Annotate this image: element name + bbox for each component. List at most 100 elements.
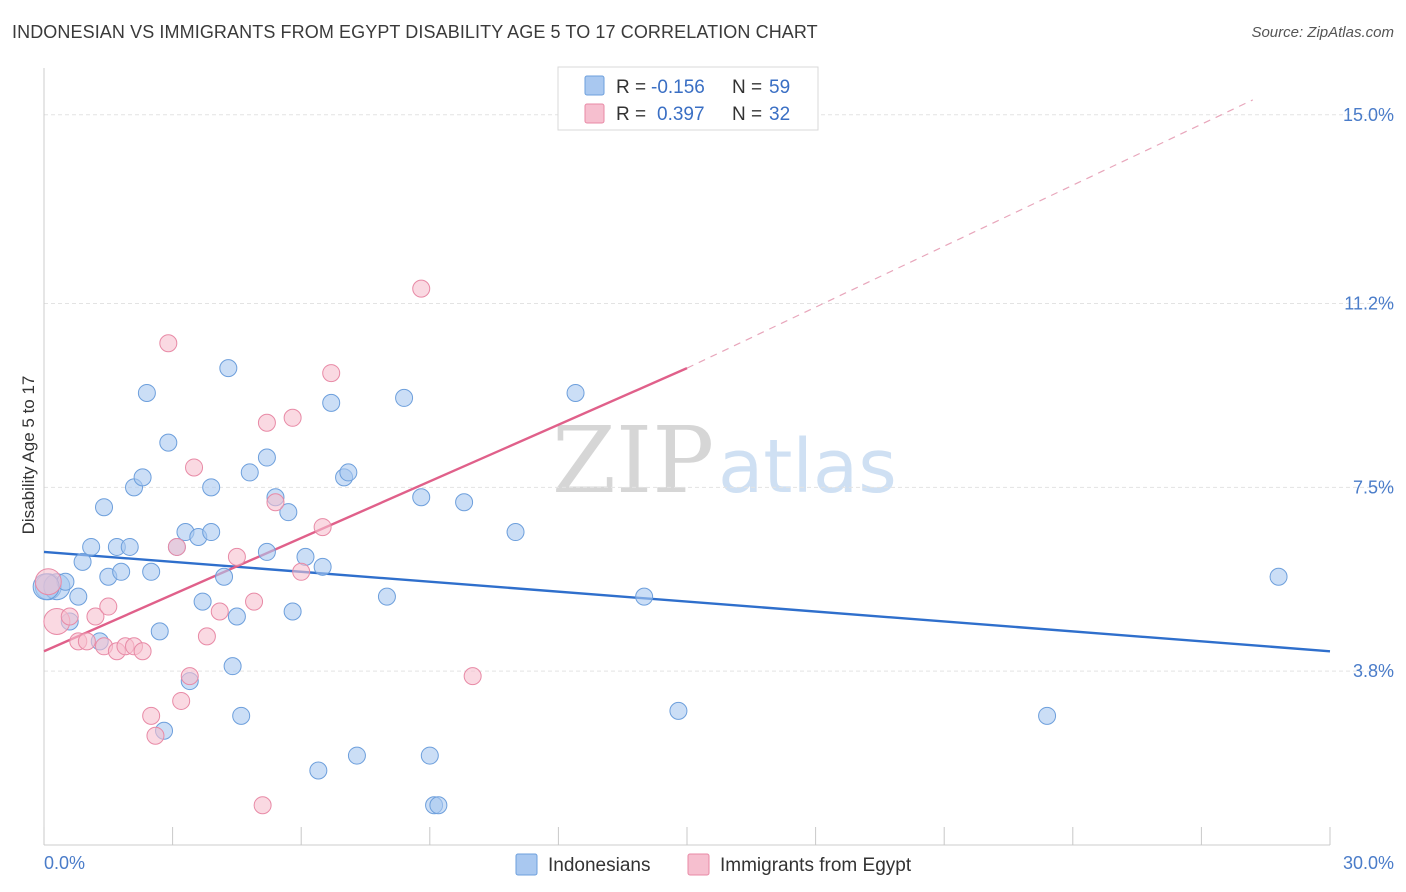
- indonesians-point-6: [82, 537, 101, 556]
- indonesians-point-56: [1038, 706, 1057, 725]
- indonesians-point-28: [219, 359, 238, 378]
- indonesians-point-36: [279, 503, 298, 522]
- indonesians-point-16: [142, 562, 161, 581]
- egypt-point-25: [266, 493, 285, 512]
- indonesians-point-52: [506, 523, 525, 542]
- y-tick-labels: 3.8% 7.5% 11.2% 15.0%: [1343, 105, 1394, 681]
- indonesians-point-34: [257, 542, 276, 561]
- egypt-trend-line: [43, 367, 688, 653]
- indonesians-point-39: [309, 761, 328, 780]
- indonesians-point-24: [193, 592, 212, 611]
- indonesians-point-37: [283, 602, 302, 621]
- series-legend-label-indonesians: Indonesians: [548, 855, 650, 876]
- indonesians-point-45: [377, 587, 396, 606]
- indonesians-point-25: [202, 523, 221, 542]
- egypt-point-11: [133, 642, 152, 661]
- indonesians-point-33: [257, 448, 276, 467]
- grid-lines: [44, 114, 1392, 672]
- indonesians-point-32: [240, 463, 259, 482]
- egypt-point-7: [99, 597, 118, 616]
- source-label: Source: ZipAtlas.com: [1251, 24, 1394, 41]
- egypt-point-19: [197, 627, 216, 646]
- legend-r-value-1: 0.397: [657, 104, 705, 125]
- series-legend: Indonesians Immigrants from Egypt: [515, 853, 912, 876]
- indonesians-point-48: [420, 746, 439, 765]
- indonesians-point-50: [429, 796, 448, 815]
- indonesians-point-8: [95, 498, 114, 517]
- indonesians-point-31: [232, 706, 251, 725]
- series-legend-label-egypt: Immigrants from Egypt: [720, 855, 912, 876]
- y-axis-label: Disability Age 5 to 17: [19, 376, 38, 535]
- indonesians-point-44: [347, 746, 366, 765]
- indonesians-point-40: [313, 557, 332, 576]
- indonesians-point-51: [455, 493, 474, 512]
- legend-r-label-0: R =: [616, 77, 646, 98]
- indonesians-point-29: [223, 657, 242, 676]
- indonesians-point-4: [69, 587, 88, 606]
- indonesians-point-14: [133, 468, 152, 487]
- egypt-trend-extension: [686, 99, 1254, 369]
- egypt-point-4: [77, 632, 96, 651]
- egypt-point-14: [159, 334, 178, 353]
- chart-title: INDONESIAN VS IMMIGRANTS FROM EGYPT DISA…: [12, 22, 818, 42]
- indonesians-point-38: [296, 547, 315, 566]
- watermark-zip: ZIP: [552, 407, 714, 514]
- x-tick-label-max: 30.0%: [1343, 853, 1394, 873]
- indonesians-point-12: [120, 537, 139, 556]
- indonesians-point-30: [227, 607, 246, 626]
- indonesians-point-46: [395, 388, 414, 407]
- data-points: [32, 279, 1288, 815]
- egypt-point-0: [34, 568, 62, 596]
- indonesians-point-10: [112, 562, 131, 581]
- indonesians-point-43: [339, 463, 358, 482]
- legend-r-label-1: R =: [616, 104, 646, 125]
- indonesians-point-27: [215, 567, 234, 586]
- egypt-point-18: [185, 458, 204, 477]
- indonesians-point-19: [159, 433, 178, 452]
- legend-r-value-0: -0.156: [651, 77, 705, 98]
- indonesians-point-54: [635, 587, 654, 606]
- egypt-point-29: [322, 364, 341, 383]
- legend-n-label-0: N =: [732, 77, 762, 98]
- egypt-point-2: [60, 607, 79, 626]
- trend-lines: [43, 99, 1331, 653]
- series-legend-swatch-indonesians: [515, 853, 538, 876]
- indonesians-point-5: [73, 552, 92, 571]
- egypt-point-12: [142, 706, 161, 725]
- indonesians-point-26: [202, 478, 221, 497]
- legend-n-value-1: 32: [769, 104, 790, 125]
- egypt-point-24: [257, 413, 276, 432]
- egypt-point-13: [146, 726, 165, 745]
- y-tick-label-2: 11.2%: [1344, 294, 1394, 314]
- egypt-point-16: [172, 691, 191, 710]
- y-tick-label-1: 7.5%: [1353, 477, 1394, 497]
- indonesians-point-15: [137, 383, 156, 402]
- egypt-point-23: [253, 796, 272, 815]
- egypt-point-22: [245, 592, 264, 611]
- indonesians-trend-line: [43, 550, 1331, 653]
- egypt-point-20: [210, 602, 229, 621]
- egypt-point-17: [180, 667, 199, 686]
- legend-swatch-pink: [584, 103, 605, 124]
- legend-n-label-1: N =: [732, 104, 762, 125]
- legend-n-value-0: 59: [769, 77, 790, 98]
- indonesians-point-55: [669, 701, 688, 720]
- egypt-point-15: [167, 537, 186, 556]
- indonesians-point-41: [322, 393, 341, 412]
- indonesians-point-17: [150, 622, 169, 641]
- series-legend-swatch-egypt: [687, 853, 710, 876]
- y-tick-label-3: 15.0%: [1343, 105, 1394, 125]
- axes: [43, 68, 1331, 846]
- egypt-point-30: [412, 279, 431, 298]
- indonesians-point-47: [412, 488, 431, 507]
- correlation-legend: R = -0.156 N = 59 R = 0.397 N = 32: [557, 66, 819, 131]
- legend-swatch-blue: [584, 75, 605, 96]
- egypt-point-28: [313, 518, 332, 537]
- egypt-point-31: [463, 667, 482, 686]
- indonesians-point-57: [1269, 567, 1288, 586]
- y-tick-label-0: 3.8%: [1353, 661, 1394, 681]
- egypt-point-26: [283, 408, 302, 427]
- egypt-point-27: [292, 562, 311, 581]
- egypt-point-21: [227, 547, 246, 566]
